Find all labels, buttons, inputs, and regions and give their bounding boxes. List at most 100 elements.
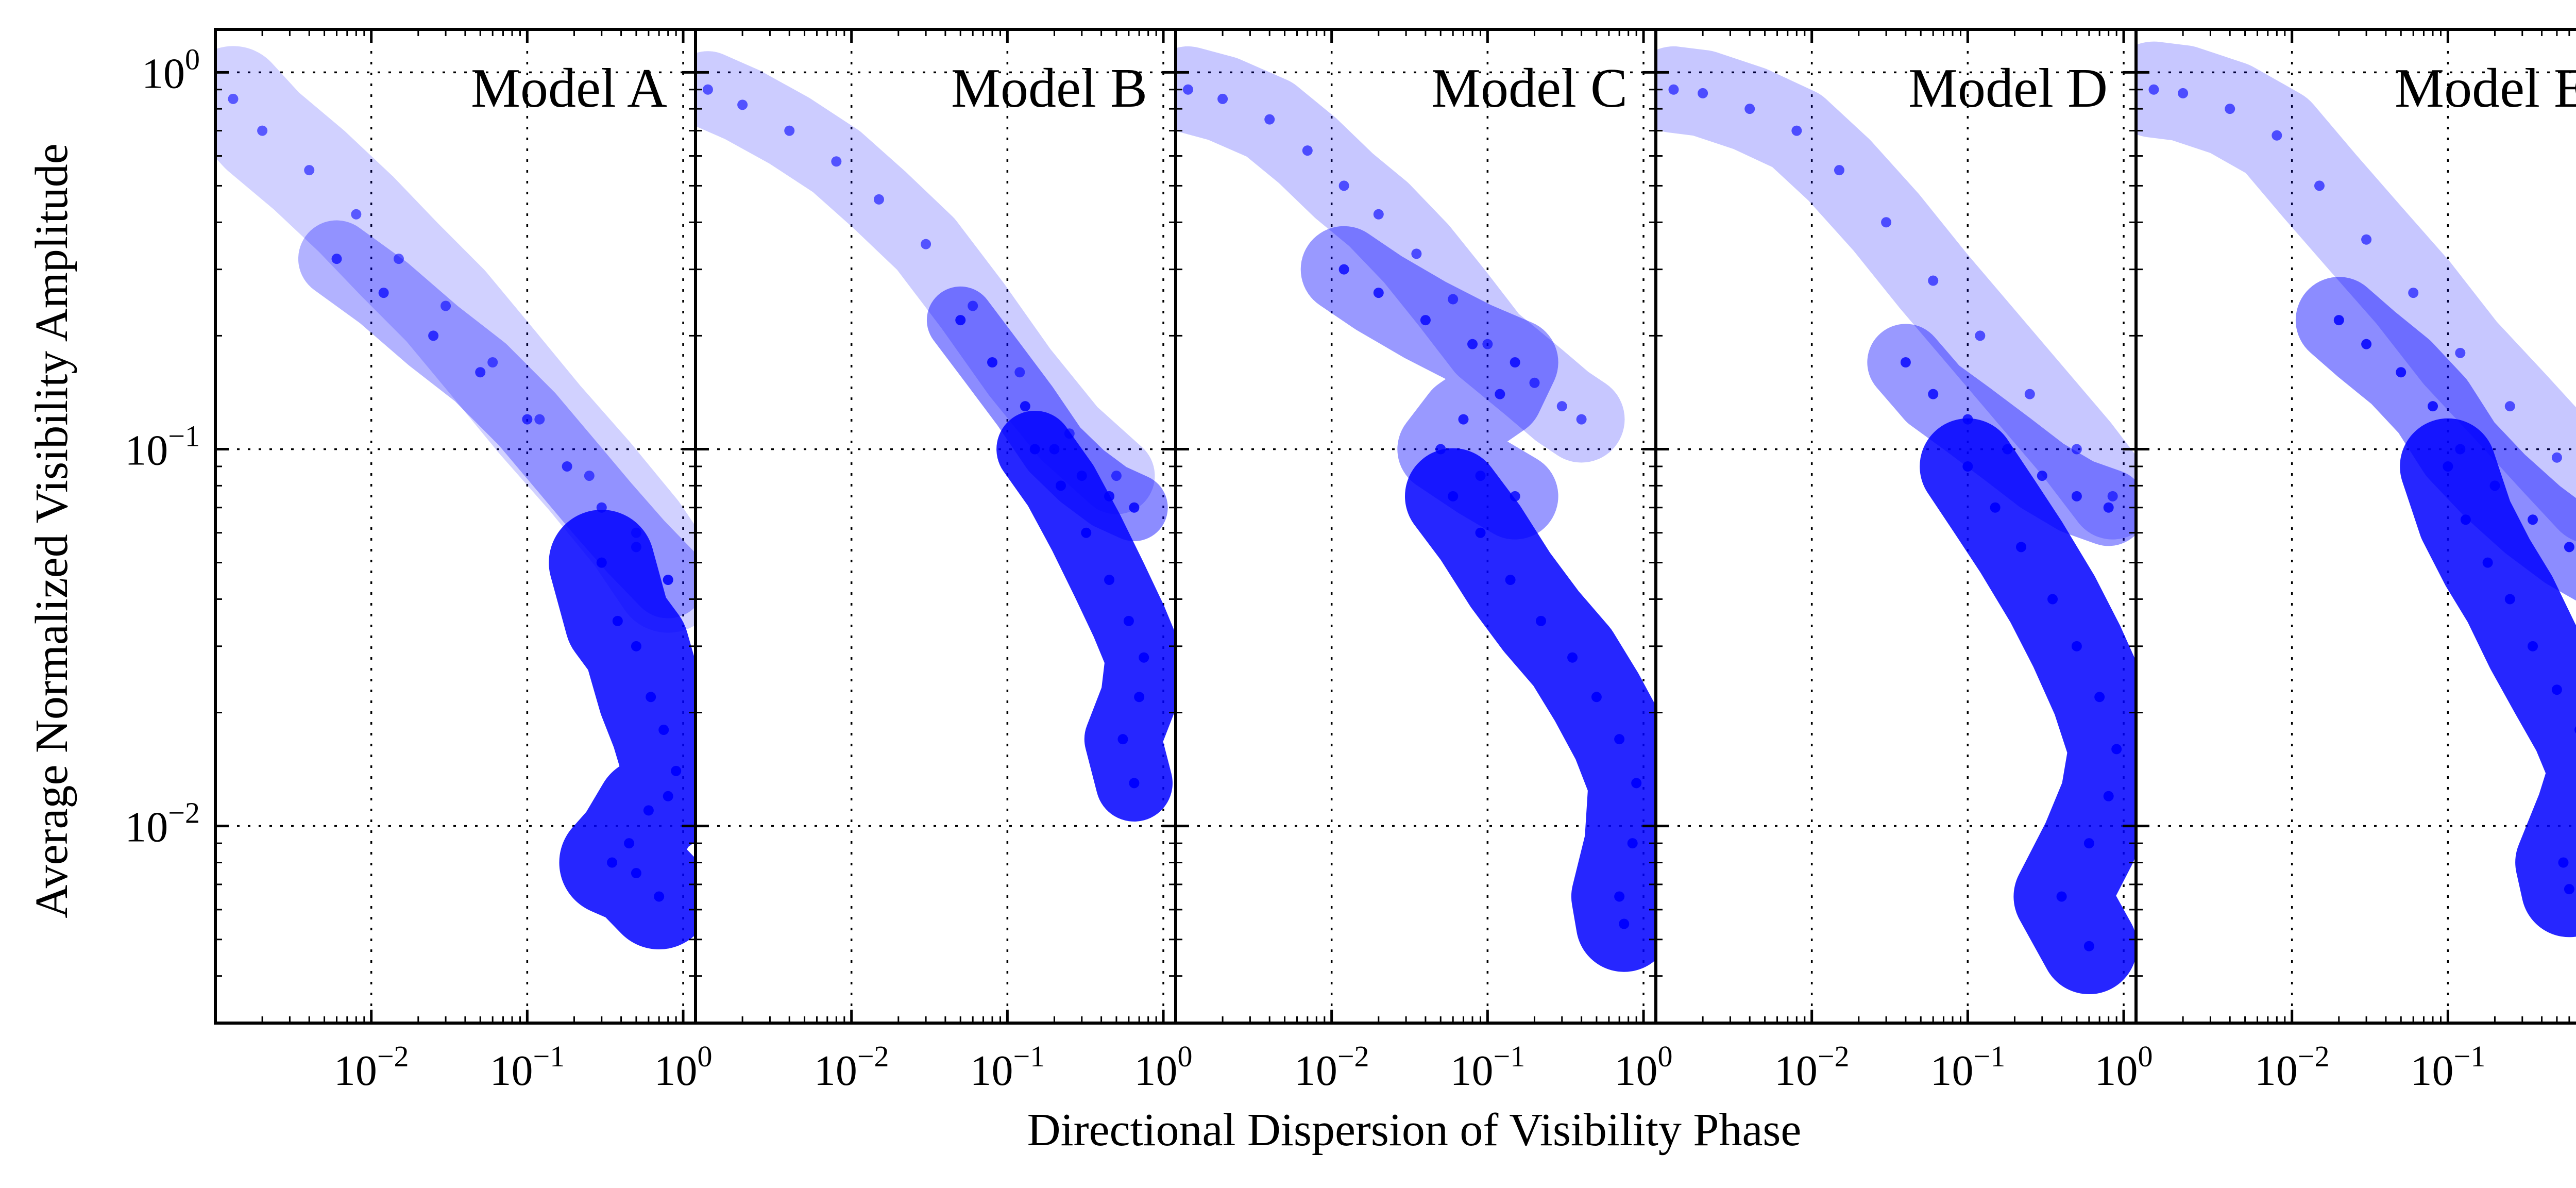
series-dense-point — [1631, 778, 1642, 789]
series-light-point — [1698, 88, 1708, 98]
series-light-point — [2314, 180, 2325, 191]
series-dense-point — [1123, 615, 1134, 626]
x-tick-label: 10−1 — [1450, 1040, 1525, 1095]
series-light-point — [1529, 377, 1540, 388]
series-dense-point — [2056, 891, 2067, 902]
x-tick-label: 10−2 — [2255, 1040, 2330, 1095]
series-light-point — [873, 194, 884, 205]
series-dense-point — [2443, 461, 2453, 472]
x-tick-label: 100 — [654, 1040, 713, 1095]
series-medium-point — [987, 357, 998, 367]
series-dense-point — [663, 791, 673, 801]
series-light-point — [534, 414, 545, 425]
series-light-point — [1264, 114, 1275, 125]
series-dense-point — [1475, 527, 1486, 538]
series-light-point — [228, 93, 239, 104]
y-axis-label: Average Normalized Visibility Amplitude — [26, 143, 77, 918]
series-medium-point — [2361, 339, 2372, 349]
series-light-point — [257, 125, 268, 136]
y-tick-label: 100 — [142, 42, 200, 97]
series-light-point — [921, 239, 931, 249]
series-dense-point — [643, 805, 654, 816]
panel-c: 10−2 10−1 100 Model C — [1174, 28, 1673, 1095]
series-medium-point — [2564, 542, 2574, 553]
series-light-point — [2148, 84, 2159, 95]
series-dense-point — [2574, 726, 2576, 734]
panel-model-label: Model E — [2395, 58, 2576, 119]
series-light-point — [2071, 444, 2082, 455]
series-dense-point — [1055, 480, 1066, 491]
series-light-point — [1744, 104, 1755, 114]
series-dense-point — [671, 765, 682, 776]
series-light-point — [1302, 145, 1313, 156]
series-dense-point — [2482, 557, 2493, 568]
series-dense-point — [1535, 615, 1546, 626]
series-medium-point — [663, 575, 673, 585]
x-tick-label: 10−1 — [970, 1040, 1045, 1095]
series-medium-point — [2333, 315, 2344, 326]
series-light-point — [702, 84, 713, 95]
panel-data-group — [1176, 46, 1656, 972]
y-tick-label: 10−1 — [125, 419, 200, 474]
series-medium-point — [2103, 502, 2114, 513]
series-light-point — [584, 471, 595, 481]
series-light-point — [831, 156, 842, 167]
series-light-point — [2225, 104, 2235, 114]
series-light-point — [2024, 389, 2035, 399]
series-light-point — [1217, 93, 1228, 104]
x-tick-label: 10−2 — [1294, 1040, 1369, 1095]
series-light-point — [1411, 248, 1422, 259]
series-dense-point — [2528, 641, 2538, 651]
y-tick-label: 10−2 — [125, 796, 200, 851]
series-light-point — [1182, 84, 1193, 95]
series-light-point — [1448, 294, 1459, 305]
series-light-point — [1791, 125, 1802, 136]
series-dense-point — [612, 615, 623, 626]
series-dense-point — [2504, 594, 2515, 605]
series-medium-point — [1467, 339, 1478, 349]
series-medium-point — [1373, 288, 1384, 298]
series-medium-point — [1338, 264, 1349, 275]
series-light-band — [696, 51, 1155, 514]
series-dense-point — [2111, 744, 2122, 755]
series-light-point — [440, 300, 451, 311]
x-tick-label: 100 — [2575, 1040, 2576, 1095]
series-dense-point — [1591, 692, 1602, 702]
series-medium-point — [2037, 471, 2047, 481]
series-dense-point — [2460, 514, 2471, 525]
series-dense-point — [2551, 684, 2562, 695]
panel-data-group — [215, 46, 696, 950]
series-medium-point — [1495, 389, 1505, 399]
series-light-point — [393, 254, 404, 264]
series-light-point — [968, 300, 978, 311]
series-dense-point — [1448, 491, 1459, 501]
panel-model-label: Model D — [1908, 58, 2108, 119]
series-dense-point — [646, 692, 656, 702]
series-dense-point — [658, 725, 669, 735]
series-light-band — [1176, 46, 1625, 463]
series-dense-point — [624, 838, 635, 849]
series-dense-point — [1990, 502, 2001, 513]
series-light-point — [1975, 330, 1986, 341]
series-dense-point — [631, 641, 641, 651]
series-light-point — [2107, 491, 2118, 501]
series-light-point — [1556, 401, 1567, 412]
series-medium-point — [2071, 491, 2082, 501]
series-dense-point — [1104, 575, 1115, 585]
series-dense-point — [2071, 641, 2082, 651]
series-light-point — [1482, 339, 1493, 349]
series-light-point — [2504, 401, 2515, 412]
panel-b: 10−2 10−1 100 Model B — [694, 28, 1193, 1095]
x-tick-label: 10−2 — [1774, 1040, 1850, 1095]
series-dense-point — [2103, 791, 2114, 801]
series-dense-point — [1962, 461, 1973, 472]
panel-data-group — [1656, 46, 2136, 994]
series-dense-point — [1129, 778, 1140, 789]
series-dense-point — [607, 857, 618, 868]
series-light-point — [2455, 347, 2466, 358]
series-medium-point — [428, 330, 439, 341]
series-light-point — [2272, 130, 2282, 141]
x-tick-label: 100 — [2095, 1040, 2153, 1095]
series-light-point — [1928, 275, 1939, 286]
series-medium-point — [2528, 514, 2538, 525]
